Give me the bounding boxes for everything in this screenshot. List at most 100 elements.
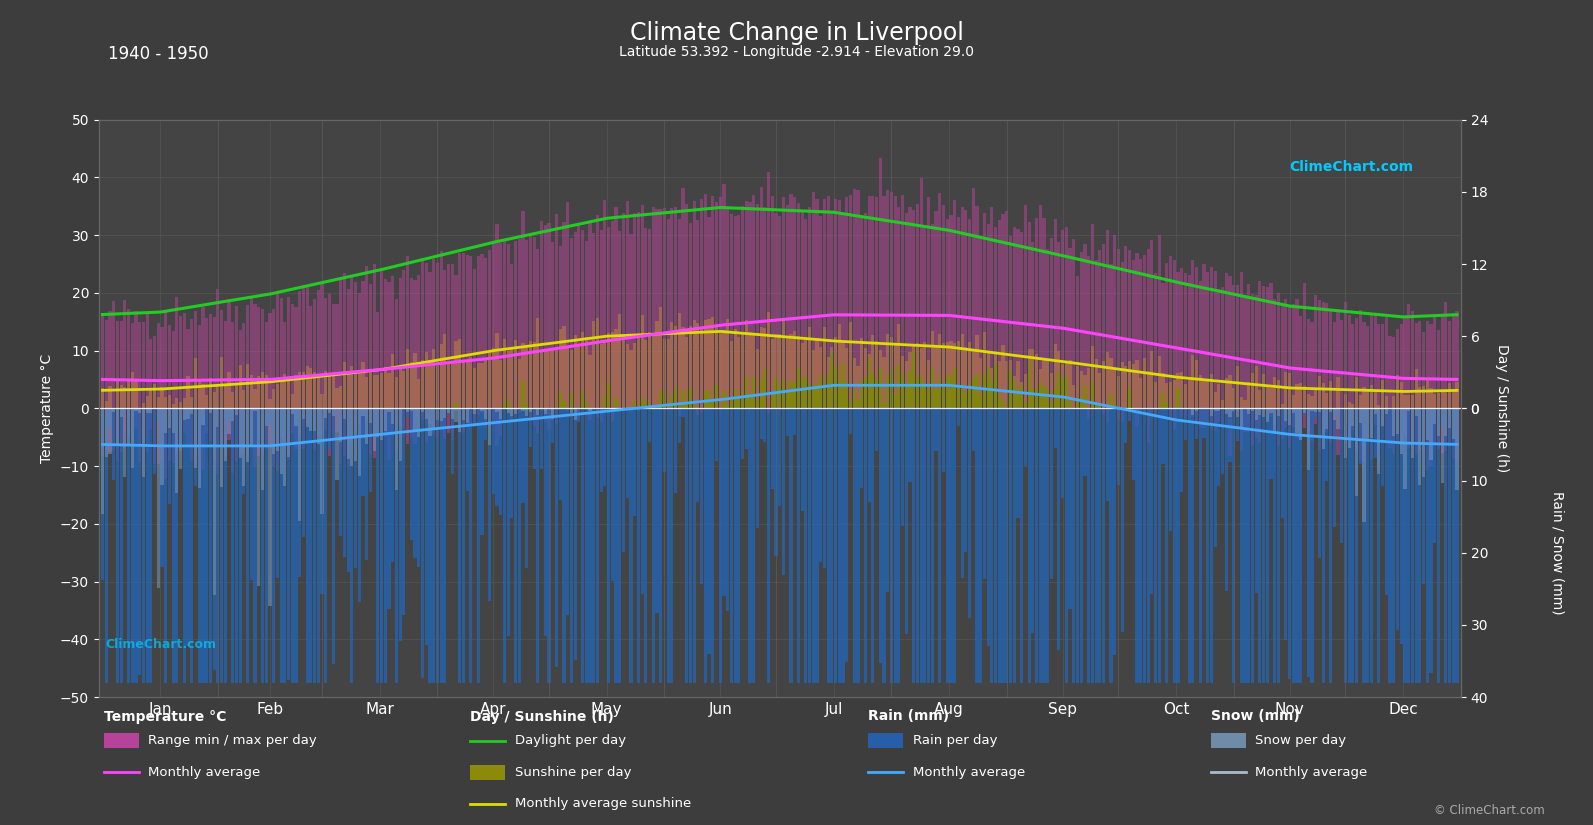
Bar — [1362, 408, 1365, 683]
Bar — [1292, 408, 1295, 683]
Bar — [190, 319, 193, 461]
Bar — [256, 307, 260, 456]
Bar — [1117, 408, 1120, 485]
Bar — [142, 403, 145, 408]
Bar — [409, 408, 413, 411]
Bar — [287, 408, 290, 457]
Bar — [621, 408, 624, 553]
Bar — [916, 408, 919, 683]
Bar — [1125, 366, 1128, 408]
Bar — [644, 228, 647, 401]
Bar — [301, 408, 304, 419]
Bar — [1233, 388, 1235, 408]
Bar — [804, 337, 808, 408]
Bar — [172, 403, 175, 408]
Bar — [312, 299, 315, 450]
Bar — [462, 361, 465, 408]
Bar — [234, 408, 237, 415]
Bar — [164, 408, 167, 683]
Text: Latitude 53.392 - Longitude -2.914 - Elevation 29.0: Latitude 53.392 - Longitude -2.914 - Ele… — [620, 45, 973, 59]
Bar — [741, 408, 744, 459]
Bar — [1192, 408, 1195, 415]
Bar — [492, 408, 495, 494]
Bar — [1344, 302, 1348, 444]
Bar — [961, 408, 964, 578]
Bar — [860, 218, 863, 381]
Bar — [1325, 303, 1329, 432]
Bar — [484, 361, 487, 408]
Bar — [1214, 408, 1217, 411]
Bar — [755, 408, 758, 528]
Bar — [134, 379, 137, 408]
Bar — [425, 263, 429, 441]
Bar — [381, 373, 384, 408]
Bar — [1440, 314, 1443, 453]
Bar — [387, 282, 390, 460]
Text: Monthly average sunshine: Monthly average sunshine — [515, 797, 691, 810]
Bar — [875, 196, 878, 380]
Bar — [1091, 346, 1094, 408]
Bar — [153, 336, 156, 464]
Bar — [1184, 408, 1187, 441]
Bar — [863, 408, 867, 683]
Bar — [495, 224, 499, 446]
Bar — [1440, 408, 1443, 483]
Bar — [1091, 224, 1094, 382]
Bar — [1344, 408, 1348, 683]
Bar — [913, 346, 916, 408]
Bar — [771, 339, 774, 408]
Bar — [1069, 361, 1072, 408]
Bar — [354, 408, 357, 568]
Bar — [722, 330, 725, 408]
Bar — [554, 408, 558, 667]
Bar — [707, 408, 710, 653]
Bar — [801, 408, 804, 512]
Bar — [674, 408, 677, 493]
Bar — [1289, 373, 1292, 408]
Y-axis label: Day / Sunshine (h): Day / Sunshine (h) — [1496, 344, 1509, 473]
Bar — [1042, 408, 1045, 683]
Bar — [354, 372, 357, 408]
Bar — [671, 322, 674, 408]
Bar — [1027, 222, 1031, 361]
Bar — [1102, 361, 1106, 408]
Bar — [548, 351, 551, 408]
Bar — [1080, 408, 1083, 683]
Bar — [796, 203, 800, 368]
Bar — [860, 337, 863, 408]
Bar — [1150, 239, 1153, 412]
Bar — [726, 408, 730, 611]
Bar — [969, 408, 972, 618]
Bar — [554, 214, 558, 424]
Bar — [392, 408, 395, 424]
Bar — [1340, 408, 1343, 544]
Bar — [384, 408, 387, 683]
Bar — [562, 326, 566, 408]
Bar — [256, 408, 260, 446]
Bar — [108, 408, 112, 427]
Bar — [127, 408, 131, 683]
Bar — [194, 408, 198, 486]
Bar — [674, 326, 677, 408]
Bar — [432, 408, 435, 683]
Bar — [540, 351, 543, 408]
Bar — [588, 408, 591, 411]
Bar — [774, 214, 777, 377]
Bar — [1139, 408, 1142, 683]
Bar — [1423, 332, 1426, 446]
Bar — [997, 361, 1000, 408]
Bar — [707, 319, 710, 408]
Bar — [436, 365, 440, 408]
Bar — [448, 264, 451, 433]
Bar — [161, 408, 164, 567]
Bar — [1445, 302, 1448, 450]
Bar — [685, 337, 688, 408]
Bar — [1337, 408, 1340, 429]
Bar — [287, 408, 290, 681]
Bar — [1064, 361, 1067, 408]
Bar — [301, 285, 304, 449]
Bar — [409, 362, 413, 408]
Bar — [253, 408, 256, 411]
Bar — [1169, 256, 1172, 419]
Bar — [1451, 408, 1454, 683]
